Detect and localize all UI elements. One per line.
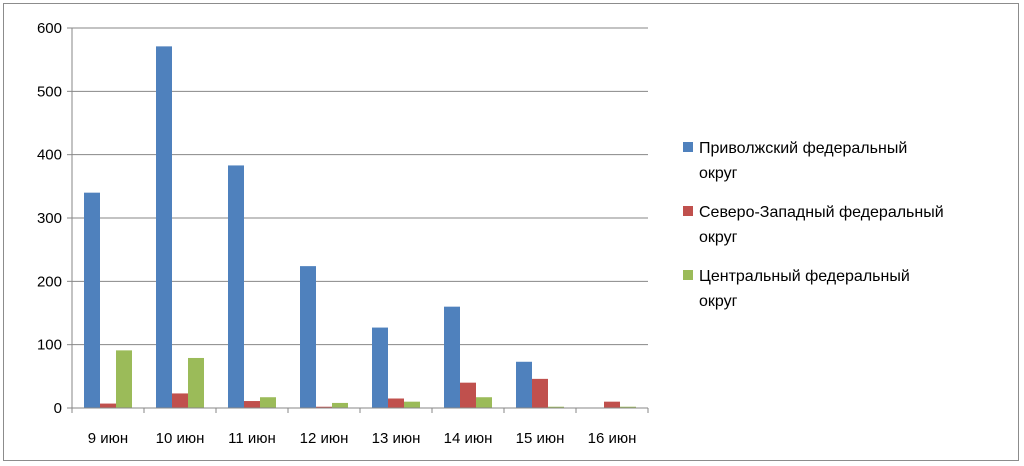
- y-tick-label: 300: [37, 210, 62, 227]
- y-tick-label: 200: [37, 273, 62, 290]
- bar: [516, 361, 532, 408]
- bar: [228, 165, 244, 408]
- tick-labels: 0 100 200 300 400 500 600 9 июн 10 июн 11 июн 12 и…: [37, 20, 636, 447]
- bar: [404, 401, 420, 408]
- y-tick-label: 500: [37, 83, 62, 100]
- x-tick-label: 9 июн: [88, 430, 128, 447]
- y-tick-label: 600: [37, 20, 62, 37]
- legend-label: округ: [699, 229, 738, 246]
- bar: [156, 46, 172, 408]
- legend-label: округ: [699, 293, 738, 310]
- chart-frame: [3, 3, 1019, 461]
- bar: [372, 327, 388, 408]
- bar: [444, 306, 460, 408]
- x-tick-label: 11 июн: [228, 430, 276, 447]
- x-tick-label: 16 июн: [588, 430, 637, 447]
- bar: [300, 266, 316, 408]
- legend-swatch: [683, 270, 693, 280]
- legend-label: Приволжский федеральный: [699, 140, 907, 157]
- x-tick-label: 12 июн: [300, 430, 349, 447]
- legend-label: округ: [699, 165, 738, 182]
- bars: [84, 46, 636, 408]
- bar: [316, 406, 332, 408]
- bar: [100, 403, 116, 408]
- y-tick-label: 100: [37, 337, 62, 354]
- x-tick-label: 10 июн: [156, 430, 205, 447]
- bar: [260, 397, 276, 408]
- bar: [388, 398, 404, 408]
- bar: [116, 350, 132, 408]
- x-tick-label: 13 июн: [372, 430, 421, 447]
- bar: [548, 406, 564, 408]
- legend-swatch: [683, 142, 693, 152]
- bar: [188, 357, 204, 408]
- bar: [332, 402, 348, 408]
- y-tick-label: 0: [54, 400, 62, 417]
- x-tick-label: 15 июн: [516, 430, 565, 447]
- y-tick-label: 400: [37, 147, 62, 164]
- axes: [67, 27, 649, 413]
- bar: [460, 382, 476, 408]
- bar: [84, 192, 100, 408]
- bar: [476, 397, 492, 408]
- bar: [244, 401, 260, 408]
- legend: Приволжский федеральный округ Северо-Запад…: [683, 140, 944, 310]
- bar: [172, 393, 188, 408]
- bar: [532, 378, 548, 408]
- bar: [604, 401, 620, 408]
- legend-label: Северо-Западный федеральный: [699, 204, 944, 221]
- legend-label: Центральный федеральный: [699, 268, 910, 285]
- x-tick-label: 14 июн: [444, 430, 493, 447]
- legend-swatch: [683, 206, 693, 216]
- bar: [620, 406, 636, 408]
